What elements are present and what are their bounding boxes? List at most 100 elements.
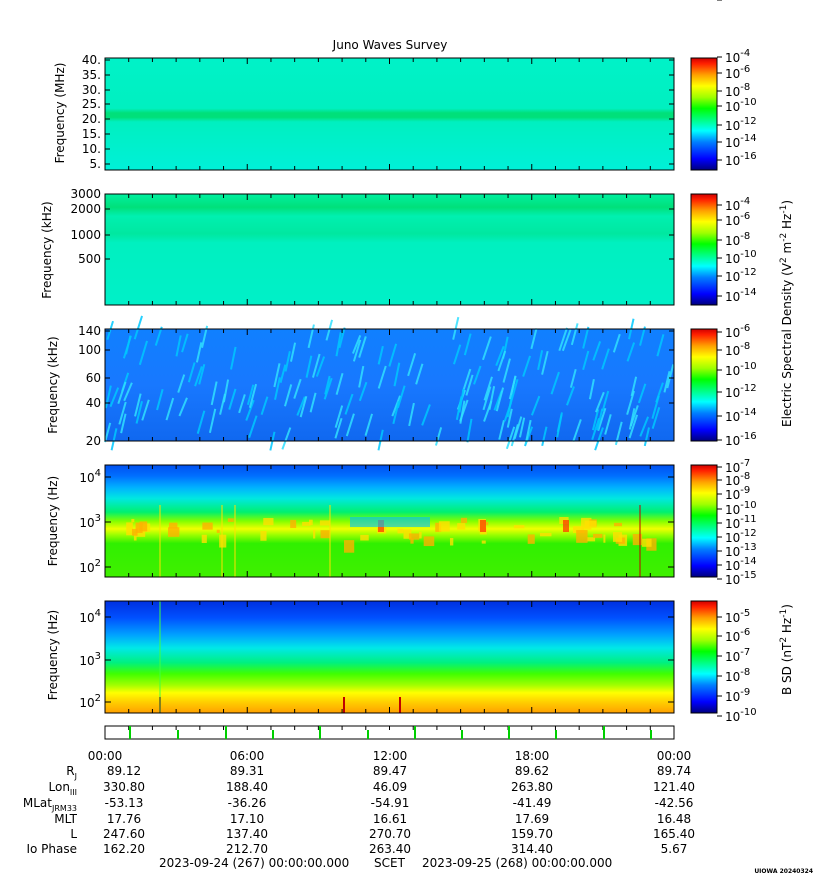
y-axis-label: Frequency (Hz)	[46, 476, 60, 567]
colorbar-tick-label: 10-10	[725, 249, 757, 266]
ephemeris-row-label: LonIII	[49, 780, 78, 797]
ephemeris-value: 121.40	[653, 780, 695, 794]
colorbar-tick-label: 10-11	[725, 514, 757, 531]
spectrogram-image	[105, 329, 674, 441]
y-tick-label: 104	[79, 468, 101, 485]
colorbar-tick-label: 10-10	[725, 361, 757, 378]
ephemeris-row-label: MLT	[54, 812, 77, 826]
colorbar-tick-label: 10-12	[725, 383, 757, 400]
colorbar-tick-label: 10-8	[725, 471, 750, 488]
spectrogram-panel-3: 140 100 60 40 20 Frequency (kHz)	[46, 315, 675, 451]
y-tick-label: 102	[79, 558, 101, 575]
colorbar-tick-label: 10-6	[725, 211, 750, 228]
colorbar-tick-label: 10-12	[725, 116, 757, 133]
ephemeris-value: 89.62	[515, 764, 549, 778]
ephemeris-value: 89.31	[230, 764, 264, 778]
colorbar-tick-label: 10-15	[725, 570, 757, 587]
ephemeris-value: -53.13	[105, 796, 144, 810]
colorbar-tick-label: 10-11	[725, 0, 757, 3]
colorbar-tick-label: 10-14	[725, 407, 757, 424]
y-tick-label: 5.	[90, 157, 101, 171]
y-tick-label: 40.	[82, 53, 101, 67]
y-tick-label: 104	[79, 608, 101, 625]
colorbar-tick-label: 10-10	[725, 97, 757, 114]
ephemeris-value: 16.48	[657, 812, 691, 826]
y-tick-label: 103	[79, 651, 101, 668]
time-tick-label: 00:00	[88, 749, 123, 763]
y-axis-label: Frequency (kHz)	[40, 201, 54, 298]
colorbar-tick-label: 10-8	[725, 231, 750, 248]
colorbar-tick-label: 10-12	[725, 267, 757, 284]
ephemeris-value: 165.40	[653, 827, 695, 841]
colorbar-tick-label: 10-4	[725, 196, 750, 213]
colorbar-tick-label: 10-16	[725, 431, 757, 448]
colorbar-tick-label: 10-13	[725, 542, 757, 559]
y-axis-label: Frequency (MHz)	[53, 63, 67, 164]
ephemeris-value: 89.47	[373, 764, 407, 778]
colorbar-3: 10-610-8 10-10 10-12 10-14 10-16	[690, 323, 757, 448]
y-axis-label: Frequency (Hz)	[46, 610, 60, 701]
y-axis-label: Frequency (kHz)	[46, 336, 60, 433]
colorbar-tick-label: 10-9	[725, 687, 750, 704]
ephemeris-value: 17.10	[230, 812, 264, 826]
time-end: 2023-09-25 (268) 00:00:00.000	[422, 856, 612, 870]
y-tick-label: 20	[86, 434, 101, 448]
ephemeris-value: 159.70	[511, 827, 553, 841]
ephemeris-row-label: Io Phase	[26, 842, 77, 856]
spectrogram-image	[105, 601, 674, 713]
colorbar-tick-label: 10-8	[725, 667, 750, 684]
colorbar-tick-label: 10-14	[725, 556, 757, 573]
colorbar-tick-label: 10-6	[725, 627, 750, 644]
magnetic-colorbar-label: B SD (nT2 Hz-1)	[779, 604, 794, 695]
y-tick-label: 40	[86, 396, 101, 410]
colorbar-tick-label: 10-8	[725, 341, 750, 358]
ephemeris-value: 89.12	[107, 764, 141, 778]
ephemeris-value: 89.74	[657, 764, 691, 778]
time-tick-label: 12:00	[373, 749, 408, 763]
y-tick-label: 25.	[82, 97, 101, 111]
colorbar-tick-label: 10-10	[725, 707, 757, 724]
colorbar-tick-label: 10-7	[725, 458, 750, 475]
time-tick-label: 00:00	[657, 749, 692, 763]
spectrogram-panel-4: 104 103 102 Frequency (Hz)	[46, 464, 675, 578]
ephemeris-row-label: L	[70, 827, 77, 841]
colorbar-tick-label: 10-6	[725, 323, 750, 340]
ephemeris-value: 5.67	[661, 842, 688, 856]
ephemeris-value: 330.80	[103, 780, 145, 794]
ephemeris-value: 212.70	[226, 842, 268, 856]
time-tick-label: 18:00	[515, 749, 550, 763]
colorbar-tick-label: 10-7	[725, 647, 750, 664]
spectrogram-image	[105, 58, 674, 170]
ephemeris-value: 137.40	[226, 827, 268, 841]
electric-colorbar-label: Electric Spectral Density (V2 m-2 Hz-1)	[779, 200, 794, 427]
ephemeris-value: 16.61	[373, 812, 407, 826]
y-tick-label: 35.	[82, 68, 101, 82]
ephemeris-value: 17.76	[107, 812, 141, 826]
ephemeris-value: 46.09	[373, 780, 407, 794]
spectrogram-image	[105, 194, 674, 305]
colorbar-tick-label: 10-14	[725, 287, 757, 304]
colorbar-tick-label: 10-14	[725, 133, 757, 150]
y-tick-label: 2000	[70, 202, 101, 216]
y-tick-label: 1000	[70, 228, 101, 242]
colorbar-tick-label: 10-9	[725, 485, 750, 502]
ephemeris-value: 247.60	[103, 827, 145, 841]
time-start: 2023-09-24 (267) 00:00:00.000	[159, 856, 349, 870]
ephemeris-value: 263.80	[511, 780, 553, 794]
colorbar-tick-label: 10-4	[725, 48, 750, 65]
ephemeris-value: 263.40	[369, 842, 411, 856]
colorbar-tick-label: 10-16	[725, 151, 757, 168]
y-tick-label: 100	[78, 343, 101, 357]
y-tick-label: 10.	[82, 142, 101, 156]
y-tick-label: 140	[78, 324, 101, 338]
y-tick-label: 3000	[70, 187, 101, 201]
y-tick-label: 20.	[82, 112, 101, 126]
ephemeris-value: 17.69	[515, 812, 549, 826]
ephemeris-value: 162.20	[103, 842, 145, 856]
colorbar-tick-label: 10-8	[725, 82, 750, 99]
ephemeris-value: -36.26	[228, 796, 267, 810]
time-tick-label: 06:00	[230, 749, 265, 763]
